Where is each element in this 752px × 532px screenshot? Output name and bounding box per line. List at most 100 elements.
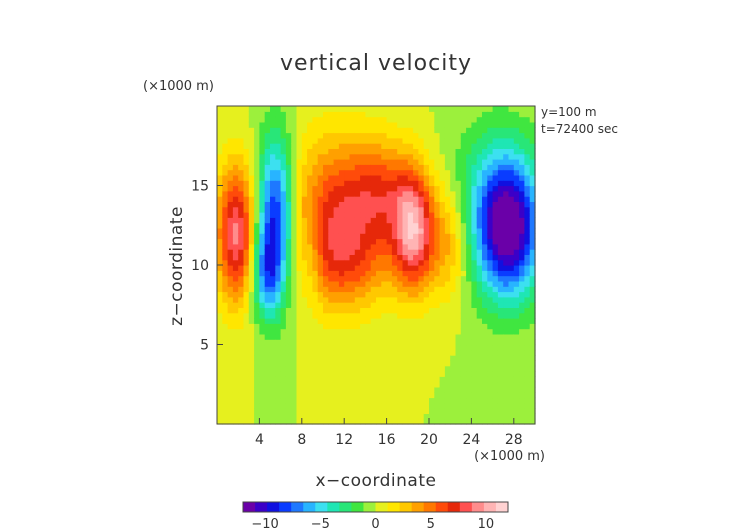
heatmap-cell — [307, 307, 313, 314]
heatmap-cell — [513, 201, 520, 208]
heatmap-cell — [418, 180, 425, 187]
heatmap-cell — [450, 349, 457, 356]
heatmap-cell — [360, 185, 366, 192]
heatmap-cell — [476, 344, 483, 351]
heatmap-cell — [227, 381, 234, 388]
heatmap-cell — [444, 180, 451, 187]
heatmap-cell — [429, 397, 435, 404]
heatmap-cell — [222, 402, 229, 409]
heatmap-cell — [381, 307, 388, 314]
heatmap-cell — [354, 270, 361, 277]
heatmap-cell — [423, 127, 430, 134]
heatmap-cell — [291, 318, 298, 324]
heatmap-cell — [222, 339, 229, 346]
heatmap-cell — [328, 217, 335, 224]
heatmap-cell — [280, 355, 287, 361]
heatmap-cell — [307, 190, 313, 197]
heatmap-cell — [259, 206, 266, 213]
heatmap-cell — [227, 233, 234, 240]
heatmap-cell — [397, 397, 404, 404]
heatmap-cell — [360, 164, 366, 171]
heatmap-cell — [248, 376, 255, 383]
heatmap-cell — [307, 164, 313, 171]
heatmap-cell — [222, 265, 229, 271]
heatmap-cell — [259, 339, 266, 346]
heatmap-cell — [418, 254, 425, 261]
heatmap-cell — [487, 212, 494, 218]
heatmap-cell — [270, 143, 276, 149]
heatmap-cell — [487, 355, 494, 361]
heatmap-cell — [264, 233, 271, 240]
y-axis-label: z−coordinate — [167, 206, 187, 326]
heatmap-cell — [344, 206, 351, 213]
heatmap-cell — [307, 169, 313, 176]
heatmap-cell — [285, 116, 292, 123]
heatmap-cell — [259, 302, 266, 308]
heatmap-cell — [301, 312, 308, 319]
heatmap-cell — [439, 174, 446, 181]
heatmap-cell — [455, 392, 462, 399]
heatmap-cell — [317, 212, 324, 218]
heatmap-cell — [439, 339, 446, 346]
heatmap-cell — [370, 402, 377, 409]
heatmap-cell — [444, 408, 451, 414]
heatmap-cell — [354, 371, 361, 377]
heatmap-cell — [360, 153, 366, 160]
heatmap-cell — [429, 413, 435, 420]
heatmap-cell — [497, 217, 504, 224]
heatmap-cell — [264, 376, 271, 383]
heatmap-cell — [370, 238, 377, 245]
heatmap-cell — [497, 159, 504, 165]
heatmap-cell — [524, 365, 531, 372]
heatmap-cell — [519, 270, 525, 277]
heatmap-cell — [529, 212, 536, 218]
heatmap-cell — [497, 344, 504, 351]
heatmap-cell — [376, 376, 382, 383]
heatmap-cell — [376, 201, 382, 208]
heatmap-cell — [275, 206, 282, 213]
heatmap-cell — [487, 381, 494, 388]
heatmap-cell — [381, 174, 388, 181]
heatmap-cell — [285, 127, 292, 134]
heatmap-cell — [280, 116, 287, 123]
heatmap-cell — [232, 227, 239, 234]
heatmap-cell — [466, 180, 472, 187]
heatmap-cell — [301, 217, 308, 224]
heatmap-cell — [429, 164, 435, 171]
heatmap-cell — [291, 180, 298, 187]
heatmap-cell — [508, 307, 515, 314]
heatmap-cell — [301, 392, 308, 399]
heatmap-cell — [333, 397, 340, 404]
heatmap-cell — [407, 349, 414, 356]
x-tick-label: 12 — [335, 432, 353, 448]
heatmap-cell — [386, 302, 393, 308]
heatmap-cell — [323, 371, 329, 377]
heatmap-cell — [370, 206, 377, 213]
heatmap-cell — [360, 355, 366, 361]
heatmap-cell — [418, 339, 425, 346]
heatmap-cell — [376, 333, 382, 340]
heatmap-cell — [492, 121, 499, 128]
heatmap-cell — [513, 381, 520, 388]
heatmap-cell — [482, 302, 488, 308]
heatmap-cell — [370, 227, 377, 234]
heatmap-cell — [333, 153, 340, 160]
heatmap-cell — [524, 333, 531, 340]
heatmap-cell — [402, 355, 409, 361]
heatmap-cell — [492, 190, 499, 197]
heatmap-cell — [232, 286, 239, 293]
heatmap-cell — [312, 206, 319, 213]
heatmap-cell — [243, 296, 250, 303]
heatmap-cell — [222, 190, 229, 197]
heatmap-cell — [439, 318, 446, 324]
heatmap-cell — [391, 196, 398, 202]
heatmap-cell — [296, 397, 303, 404]
heatmap-cell — [280, 238, 287, 245]
heatmap-cell — [360, 371, 366, 377]
heatmap-cell — [238, 222, 245, 229]
heatmap-cell — [312, 238, 319, 245]
heatmap-cell — [513, 397, 520, 404]
heatmap-cell — [275, 121, 282, 128]
heatmap-cell — [243, 116, 250, 123]
heatmap-cell — [254, 360, 260, 367]
